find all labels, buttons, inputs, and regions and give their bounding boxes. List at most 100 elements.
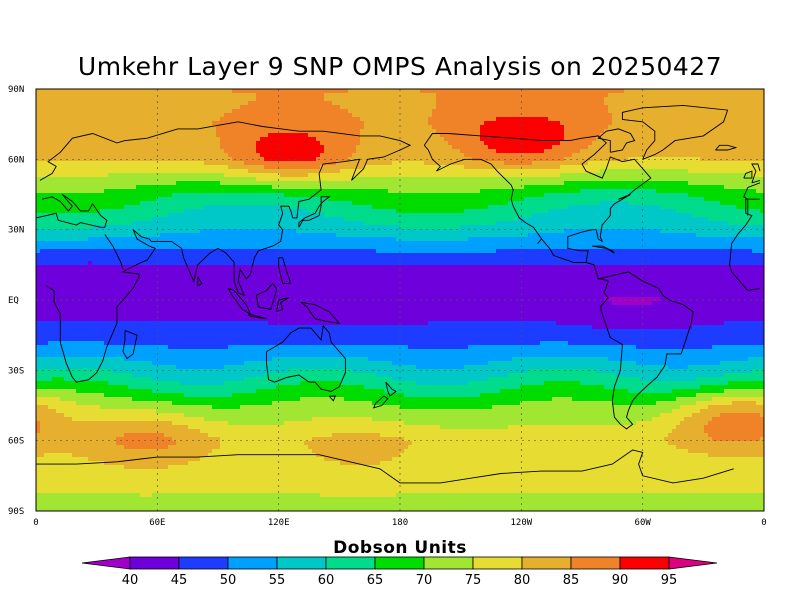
field-cell [172, 89, 177, 94]
field-cell [560, 149, 565, 154]
field-cell [256, 169, 261, 174]
field-cell [252, 177, 257, 182]
field-cell [320, 93, 325, 98]
field-cell [500, 157, 505, 162]
field-cell [264, 173, 269, 178]
field-cell [568, 117, 573, 122]
field-cell [464, 105, 469, 110]
field-cell [744, 177, 749, 182]
field-cell [692, 93, 697, 98]
field-cell [496, 189, 501, 194]
field-cell [468, 185, 473, 190]
field-cell [216, 89, 221, 94]
field-cell [712, 165, 717, 170]
field-cell [264, 197, 269, 202]
field-cell [44, 121, 49, 126]
field-cell [156, 165, 161, 170]
field-cell [740, 169, 745, 174]
field-cell [512, 185, 517, 190]
field-cell [620, 101, 625, 106]
field-cell [208, 109, 213, 114]
field-cell [732, 109, 737, 114]
field-cell [492, 189, 497, 194]
field-cell [152, 193, 157, 198]
field-cell [108, 185, 113, 190]
field-cell [140, 133, 145, 138]
field-cell [484, 109, 489, 114]
field-cell [580, 133, 585, 138]
field-cell [216, 105, 221, 110]
field-cell [452, 109, 457, 114]
field-cell [608, 125, 613, 130]
field-cell [412, 113, 417, 118]
field-cell [92, 153, 97, 158]
field-cell [36, 177, 41, 182]
field-cell [172, 193, 177, 198]
field-cell [120, 141, 125, 146]
field-cell [128, 109, 133, 114]
field-cell [572, 105, 577, 110]
field-cell [476, 101, 481, 106]
field-cell [548, 181, 553, 186]
field-cell [112, 149, 117, 154]
field-cell [272, 141, 277, 146]
field-cell [152, 101, 157, 106]
field-cell [264, 157, 269, 162]
field-cell [556, 121, 561, 126]
field-cell [36, 129, 41, 134]
field-cell [652, 165, 657, 170]
field-cell [212, 177, 217, 182]
field-cell [328, 145, 333, 150]
field-cell [600, 173, 605, 178]
field-cell [68, 177, 73, 182]
field-cell [696, 125, 701, 130]
field-cell [488, 121, 493, 126]
field-cell [260, 165, 265, 170]
field-cell [348, 189, 353, 194]
field-cell [608, 161, 613, 166]
field-cell [504, 185, 509, 190]
field-cell [720, 125, 725, 130]
field-cell [112, 153, 117, 158]
field-cell [104, 193, 109, 198]
field-cell [124, 189, 129, 194]
field-cell [376, 129, 381, 134]
field-cell [336, 169, 341, 174]
field-cell [268, 181, 273, 186]
field-cell [44, 93, 49, 98]
field-cell [168, 173, 173, 178]
field-cell [476, 97, 481, 102]
field-cell [332, 133, 337, 138]
field-cell [312, 197, 317, 202]
field-cell [284, 189, 289, 194]
field-cell [344, 169, 349, 174]
field-cell [324, 97, 329, 102]
field-cell [656, 97, 661, 102]
field-cell [408, 165, 413, 170]
field-cell [408, 177, 413, 182]
field-cell [144, 177, 149, 182]
field-cell [300, 89, 305, 94]
field-cell [464, 129, 469, 134]
field-cell [204, 121, 209, 126]
field-cell [400, 133, 405, 138]
field-cell [308, 125, 313, 130]
field-cell [528, 89, 533, 94]
field-cell [256, 153, 261, 158]
field-cell [468, 161, 473, 166]
field-cell [296, 117, 301, 122]
field-cell [444, 89, 449, 94]
field-cell [344, 109, 349, 114]
field-cell [256, 89, 261, 94]
field-cell [372, 101, 377, 106]
field-cell [68, 185, 73, 190]
field-cell [72, 157, 77, 162]
field-cell [180, 137, 185, 142]
field-cell [688, 129, 693, 134]
field-cell [112, 133, 117, 138]
field-cell [304, 141, 309, 146]
field-cell [116, 169, 121, 174]
field-cell [664, 149, 669, 154]
field-cell [720, 101, 725, 106]
field-cell [760, 105, 764, 110]
